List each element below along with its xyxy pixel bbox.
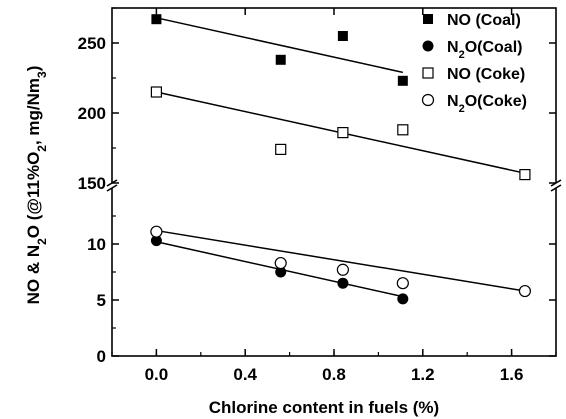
data-point	[274, 256, 287, 270]
legend-marker	[423, 14, 433, 24]
data-point	[275, 266, 287, 278]
y-tick-label-lower: 0	[97, 347, 106, 366]
x-tick-label: 0.4	[233, 365, 257, 384]
series-n2o-coke	[150, 225, 532, 298]
axis-break-mark	[550, 184, 562, 192]
data-point	[150, 86, 162, 98]
x-tick-label: 0.8	[322, 365, 346, 384]
data-point	[337, 277, 349, 289]
data-point	[275, 143, 287, 155]
data-point	[337, 31, 348, 41]
data-point	[396, 277, 409, 290]
data-point	[275, 54, 286, 65]
data-point	[397, 124, 409, 136]
data-point	[337, 126, 349, 139]
fit-line	[156, 229, 526, 292]
legend-label: N2O(Coke)	[447, 93, 527, 115]
legend-marker	[422, 40, 434, 52]
data-point	[397, 75, 408, 86]
series-no-coke	[150, 86, 531, 181]
x-axis-label: Chlorine content in fuels (%)	[209, 398, 439, 417]
legend-marker	[421, 93, 435, 107]
plot-frame	[111, 7, 557, 357]
y-tick-label-upper: 150	[78, 174, 106, 193]
legend-entry: N2O(Coke)	[421, 93, 527, 115]
y-tick-label-lower: 10	[87, 235, 106, 254]
legend-label: N2O(Coal)	[447, 39, 522, 61]
x-tick-label: 1.6	[500, 365, 524, 384]
legend-entry: NO (Coal)	[423, 12, 521, 29]
legend-label: NO (Coke)	[447, 66, 525, 83]
data-point	[518, 284, 532, 298]
legend-label: NO (Coal)	[447, 12, 521, 29]
plot-area: 0.0 0.4 0.8 1.2 1.6 150 200 250 0 5 10 Chlorine con…	[24, 7, 562, 417]
legend-marker	[422, 67, 434, 79]
y-axis-label: NO & N2O (@11%O2, mg/Nm3)	[24, 66, 49, 305]
series-n2o-coal	[150, 235, 409, 305]
data-point	[336, 263, 349, 276]
data-point	[150, 235, 162, 247]
y-tick-label-upper: 200	[78, 104, 106, 123]
data-point	[151, 14, 162, 25]
axis-break-gap-left	[102, 183, 122, 188]
axis-break-mark	[106, 184, 118, 192]
y-tick-label-upper: 250	[78, 34, 106, 53]
data-point	[397, 293, 409, 305]
y-tick-label-lower: 5	[97, 291, 106, 310]
data-point	[150, 225, 163, 238]
data-point	[519, 169, 531, 181]
series-no-coal	[151, 14, 408, 86]
legend-entry: N2O(Coal)	[422, 39, 522, 61]
x-tick-label: 0.0	[145, 365, 169, 384]
fit-line	[156, 17, 403, 74]
x-tick-label: 1.2	[411, 365, 435, 384]
legend-entry: NO (Coke)	[422, 66, 525, 83]
